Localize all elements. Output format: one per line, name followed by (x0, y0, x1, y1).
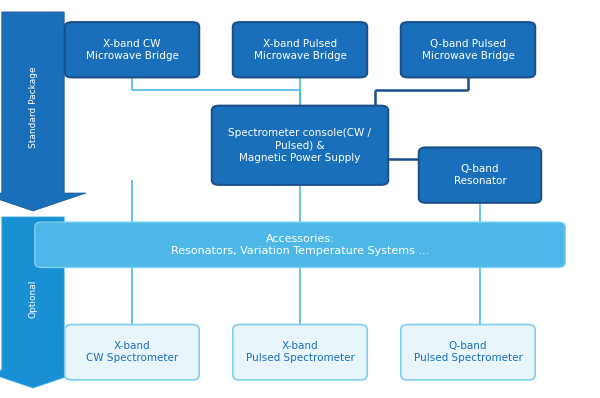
Text: X-band CW
Microwave Bridge: X-band CW Microwave Bridge (86, 39, 178, 61)
FancyBboxPatch shape (65, 22, 199, 77)
Text: Q-band
Pulsed Spectrometer: Q-band Pulsed Spectrometer (413, 341, 523, 363)
FancyBboxPatch shape (419, 147, 541, 203)
Text: X-band Pulsed
Microwave Bridge: X-band Pulsed Microwave Bridge (254, 39, 346, 61)
FancyBboxPatch shape (233, 22, 367, 77)
FancyBboxPatch shape (212, 106, 388, 185)
FancyBboxPatch shape (401, 22, 535, 77)
Text: Accessories:
Resonators, Variation Temperature Systems ...: Accessories: Resonators, Variation Tempe… (171, 234, 429, 256)
Text: Spectrometer console(CW /
Pulsed) &
Magnetic Power Supply: Spectrometer console(CW / Pulsed) & Magn… (229, 128, 371, 163)
Text: X-band
CW Spectrometer: X-band CW Spectrometer (86, 341, 178, 363)
Polygon shape (0, 217, 86, 388)
Text: Optional: Optional (29, 279, 37, 318)
Polygon shape (0, 12, 86, 211)
Text: Q-band
Resonator: Q-band Resonator (454, 164, 506, 186)
FancyBboxPatch shape (401, 325, 535, 380)
FancyBboxPatch shape (35, 222, 565, 267)
FancyBboxPatch shape (233, 325, 367, 380)
Text: X-band
Pulsed Spectrometer: X-band Pulsed Spectrometer (245, 341, 355, 363)
Text: Q-band Pulsed
Microwave Bridge: Q-band Pulsed Microwave Bridge (422, 39, 514, 61)
FancyBboxPatch shape (65, 325, 199, 380)
Text: Standard Package: Standard Package (29, 66, 37, 148)
